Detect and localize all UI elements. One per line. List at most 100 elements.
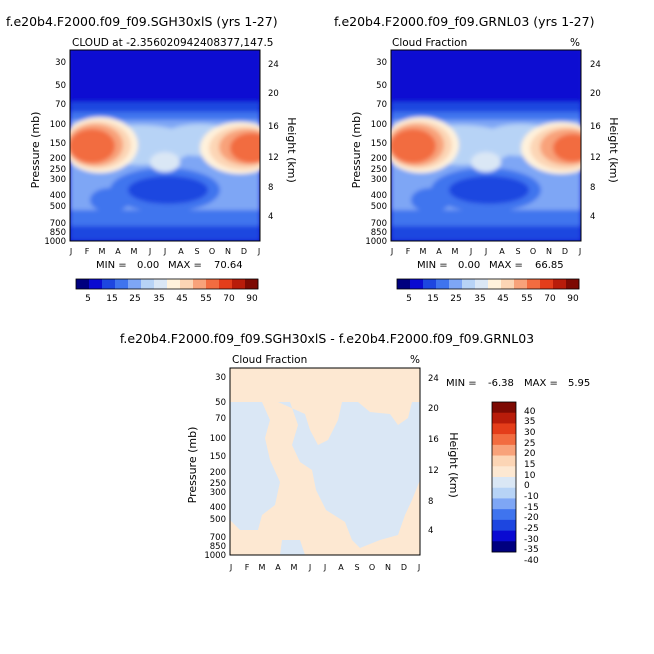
y-tick: 700 [50, 219, 66, 229]
x-tick: J [469, 247, 472, 256]
x-tick: M [259, 563, 266, 572]
x-tick: J [578, 247, 581, 256]
colorbar-label: 55 [200, 294, 211, 304]
colorbar-swatch [436, 279, 450, 289]
height-tick: 16 [590, 122, 601, 132]
colorbar-frame [396, 278, 580, 290]
panel-2-subtitle: Cloud Fraction [392, 37, 467, 49]
y-tick: 150 [371, 139, 387, 149]
colorbar-swatch [180, 279, 194, 289]
colorbar-swatch [514, 279, 528, 289]
max-value: 66.85 [535, 260, 564, 271]
colorbar-label: 30 [524, 428, 536, 438]
y-tick: 700 [210, 533, 226, 543]
y-tick: 850 [50, 228, 66, 238]
min-value: 0.00 [458, 260, 480, 271]
colorbar-swatch [492, 541, 516, 553]
colorbar-label: 90 [567, 294, 579, 304]
colorbar-swatch [492, 412, 516, 424]
panel-2-colorbar [396, 278, 580, 290]
panel-3-right-ticks: 24 20 16 12 8 4 [428, 374, 439, 536]
height-tick: 4 [428, 526, 433, 536]
x-tick: D [562, 247, 568, 256]
panel-3-ylabel: Pressure (mb) [186, 427, 199, 504]
x-tick: A [499, 247, 505, 256]
colorbar-swatch [492, 498, 516, 510]
colorbar-swatch [141, 279, 155, 289]
panel-1: f.e20b4.F2000.f09_f09.SGH30xlS (yrs 1-27… [6, 14, 298, 304]
x-tick: J [417, 563, 420, 572]
panel-2-plot [391, 50, 581, 241]
colorbar-label: -20 [524, 513, 539, 523]
y-tick: 150 [50, 139, 66, 149]
y-tick: 70 [55, 100, 66, 110]
colorbar-label: 25 [450, 294, 461, 304]
colorbar-label: 5 [406, 294, 412, 304]
x-tick: O [530, 247, 536, 256]
panel-3-x-ticks: J F M A M J J A S O N D J [229, 563, 420, 572]
height-tick: 20 [268, 89, 279, 99]
negative-region [278, 402, 420, 548]
colorbar-label: -25 [524, 524, 539, 534]
colorbar-swatch [410, 279, 424, 289]
y-tick: 300 [210, 488, 226, 498]
colorbar-swatch [492, 530, 516, 542]
y-tick: 850 [210, 542, 226, 552]
height-tick: 12 [268, 153, 279, 163]
height-tick: 4 [268, 212, 273, 222]
max-label: MAX = [168, 260, 202, 271]
panel-2-left-ticks: 30 50 70 100 150 200 250 300 400 500 700… [365, 58, 387, 247]
colorbar-label: -40 [524, 556, 539, 566]
x-tick: N [225, 247, 231, 256]
panel-1-minmax: MIN = 0.00 MAX = 70.64 [96, 260, 243, 271]
y-tick: 200 [50, 154, 66, 164]
x-tick: M [291, 563, 298, 572]
max-value: 5.95 [568, 378, 590, 389]
max-value: 70.64 [214, 260, 243, 271]
colorbar-label: 70 [544, 294, 556, 304]
colorbar-swatch [553, 279, 567, 289]
height-tick: 20 [428, 404, 439, 414]
x-tick: S [515, 247, 520, 256]
y-tick: 200 [371, 154, 387, 164]
colorbar-swatch [492, 444, 516, 456]
x-tick: J [323, 563, 326, 572]
colorbar-swatch [102, 279, 116, 289]
x-tick: M [99, 247, 106, 256]
y-tick: 300 [371, 175, 387, 185]
x-tick: A [178, 247, 184, 256]
colorbar-swatch [423, 279, 437, 289]
colorbar-swatch [245, 279, 259, 289]
colorbar-label: 70 [223, 294, 235, 304]
x-tick: J [308, 563, 311, 572]
height-tick: 12 [590, 153, 601, 163]
min-label: MIN = [96, 260, 127, 271]
panel-3-colorbar-labels: 40 35 30 25 20 15 10 0 -10 -15 -20 -25 -… [524, 407, 539, 566]
negative-region [230, 402, 280, 530]
colorbar-swatch [76, 279, 90, 289]
height-tick: 8 [428, 497, 433, 507]
y-tick: 1000 [44, 237, 66, 247]
y-tick: 150 [210, 452, 226, 462]
colorbar-label: 35 [524, 417, 535, 427]
panel-1-ylabel: Pressure (mb) [29, 112, 42, 189]
y-tick: 400 [210, 503, 226, 513]
colorbar-label: 0 [524, 481, 530, 491]
colorbar-label: 25 [129, 294, 140, 304]
height-tick: 16 [268, 122, 279, 132]
y-tick: 1000 [204, 551, 226, 561]
y-tick: 200 [210, 468, 226, 478]
colorbar-swatch [397, 279, 411, 289]
height-tick: 24 [428, 374, 439, 384]
x-tick: S [354, 563, 359, 572]
panel-3-frame [229, 367, 421, 556]
y-tick: 250 [50, 165, 66, 175]
height-tick: 12 [428, 466, 439, 476]
y-tick: 100 [210, 434, 226, 444]
panel-2-ylabel-right: Height (km) [607, 117, 620, 183]
x-tick: M [420, 247, 427, 256]
panel-2-ylabel: Pressure (mb) [350, 112, 363, 189]
panel-3-subtitle: Cloud Fraction [232, 354, 307, 366]
y-tick: 100 [371, 120, 387, 130]
colorbar-label: 20 [524, 449, 536, 459]
